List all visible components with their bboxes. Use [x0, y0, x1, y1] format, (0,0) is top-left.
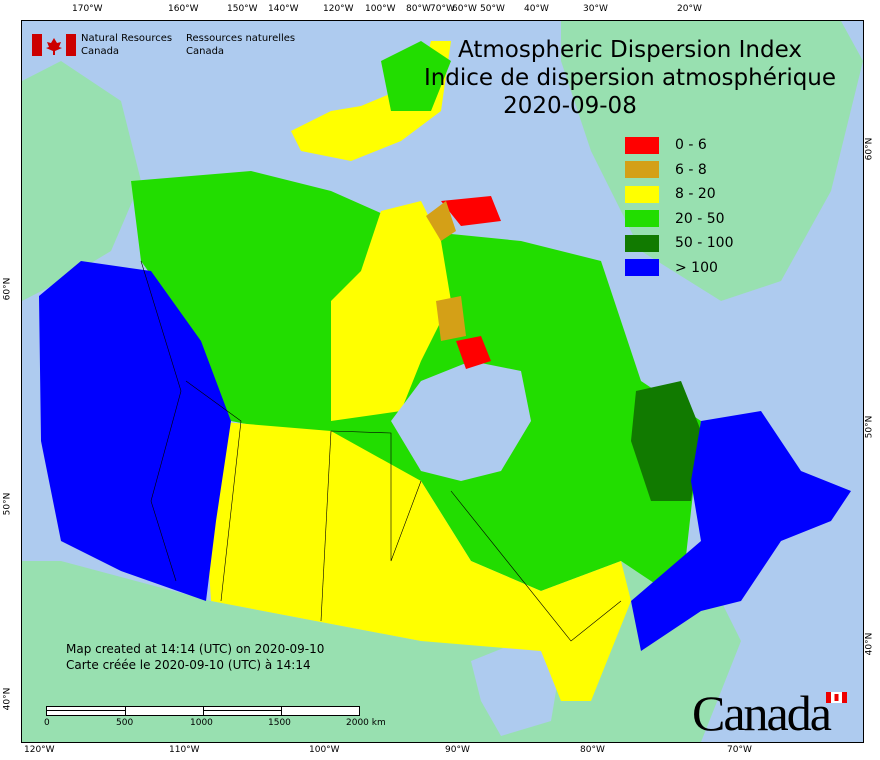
legend-label: 20 - 50 — [675, 210, 725, 227]
tick-bottom: 100°W — [309, 745, 340, 755]
title-date: 2020-09-08 — [503, 93, 637, 119]
org-en-line2: Canada — [81, 46, 120, 57]
legend-swatch — [625, 136, 659, 154]
zone-red-baffin — [441, 196, 501, 226]
tick-right: 50°N — [864, 415, 875, 439]
scale-label: 1000 — [190, 718, 213, 728]
wordmark-flag-icon — [826, 692, 847, 703]
legend-item: 50 - 100 — [625, 231, 734, 256]
title-en: Atmospheric Dispersion Index — [458, 37, 802, 63]
zone-red-south — [456, 336, 491, 369]
tick-bottom: 80°W — [580, 745, 605, 755]
tick-top: 120°W — [323, 4, 354, 14]
tick-top: 20°W — [677, 4, 702, 14]
tick-top: 140°W — [268, 4, 299, 14]
legend-item: 8 - 20 — [625, 182, 734, 207]
legend-label: 50 - 100 — [675, 235, 734, 252]
legend-item: > 100 — [625, 256, 734, 281]
canada-flag-icon — [32, 34, 76, 56]
legend-label: 8 - 20 — [675, 186, 716, 203]
legend-label: > 100 — [675, 259, 718, 276]
tick-bottom: 120°W — [24, 745, 55, 755]
tick-top: 60°W — [452, 4, 477, 14]
tick-left: 40°N — [2, 687, 13, 711]
org-en-line1: Natural Resources — [81, 33, 173, 44]
credit-text: Map created at 14:14 (UTC) on 2020-09-10… — [66, 641, 324, 673]
legend-item: 20 - 50 — [625, 207, 734, 232]
zone-green-north — [131, 171, 701, 601]
legend-item: 0 - 6 — [625, 133, 734, 158]
zone-orange-baffin — [426, 201, 456, 241]
tick-bottom: 90°W — [445, 745, 470, 755]
title-fr: Indice de dispersion atmosphérique — [423, 65, 837, 91]
credit-fr: Carte créée le 2020-09-10 (UTC) à 14:14 — [66, 658, 311, 672]
tick-left: 50°N — [2, 492, 13, 516]
borders — [140, 260, 622, 642]
tick-top: 40°W — [524, 4, 549, 14]
tick-right: 60°N — [864, 137, 875, 161]
legend-swatch — [625, 161, 659, 179]
zone-darkgreen-quebec — [631, 381, 701, 501]
legend-item: 6 - 8 — [625, 158, 734, 183]
tick-bottom: 70°W — [727, 745, 752, 755]
tick-top: 80°W — [406, 4, 431, 14]
zone-yellow-arctic — [331, 201, 451, 421]
legend-swatch — [625, 210, 659, 228]
zone-blue-west — [39, 261, 231, 601]
map-canvas — [22, 21, 863, 742]
tick-left: 60°N — [2, 277, 13, 301]
legend: 0 - 6 6 - 8 8 - 20 20 - 50 50 - 100 > 10… — [625, 133, 734, 280]
tick-top: 150°W — [227, 4, 258, 14]
org-fr-line2: Canada — [186, 46, 225, 57]
scale-label: 1500 — [268, 718, 291, 728]
scale-bar — [46, 706, 360, 716]
legend-swatch — [625, 234, 659, 252]
credit-en: Map created at 14:14 (UTC) on 2020-09-10 — [66, 642, 325, 656]
tick-bottom: 110°W — [169, 745, 200, 755]
map-title: Atmospheric Dispersion Index Indice de d… — [380, 36, 880, 120]
zone-orange-south — [436, 296, 466, 341]
map-frame — [21, 20, 864, 743]
tick-right: 40°N — [864, 632, 875, 656]
legend-label: 6 - 8 — [675, 161, 707, 178]
zone-green-ellesmere — [381, 41, 451, 111]
tick-top: 100°W — [365, 4, 396, 14]
org-fr-line1: Ressources naturelles — [186, 33, 296, 44]
land-greenland — [561, 21, 863, 301]
tick-top: 170°W — [72, 4, 103, 14]
tick-top: 160°W — [168, 4, 199, 14]
legend-swatch — [625, 259, 659, 277]
tick-top: 50°W — [480, 4, 505, 14]
zone-yellow-arctic-islands — [291, 41, 451, 161]
great-lakes — [471, 641, 561, 736]
land-alaska — [22, 61, 141, 301]
scale-label: 500 — [116, 718, 134, 728]
scale-label: 0 — [44, 718, 50, 728]
tick-top: 70°W — [430, 4, 455, 14]
zone-blue-east — [631, 411, 851, 651]
hudson-bay — [391, 361, 531, 481]
tick-top: 30°W — [583, 4, 608, 14]
legend-swatch — [625, 185, 659, 203]
legend-label: 0 - 6 — [675, 137, 707, 154]
zone-yellow-central — [206, 421, 631, 701]
canada-wordmark: Canada — [692, 685, 832, 741]
scale-label: 2000 km — [346, 718, 386, 728]
